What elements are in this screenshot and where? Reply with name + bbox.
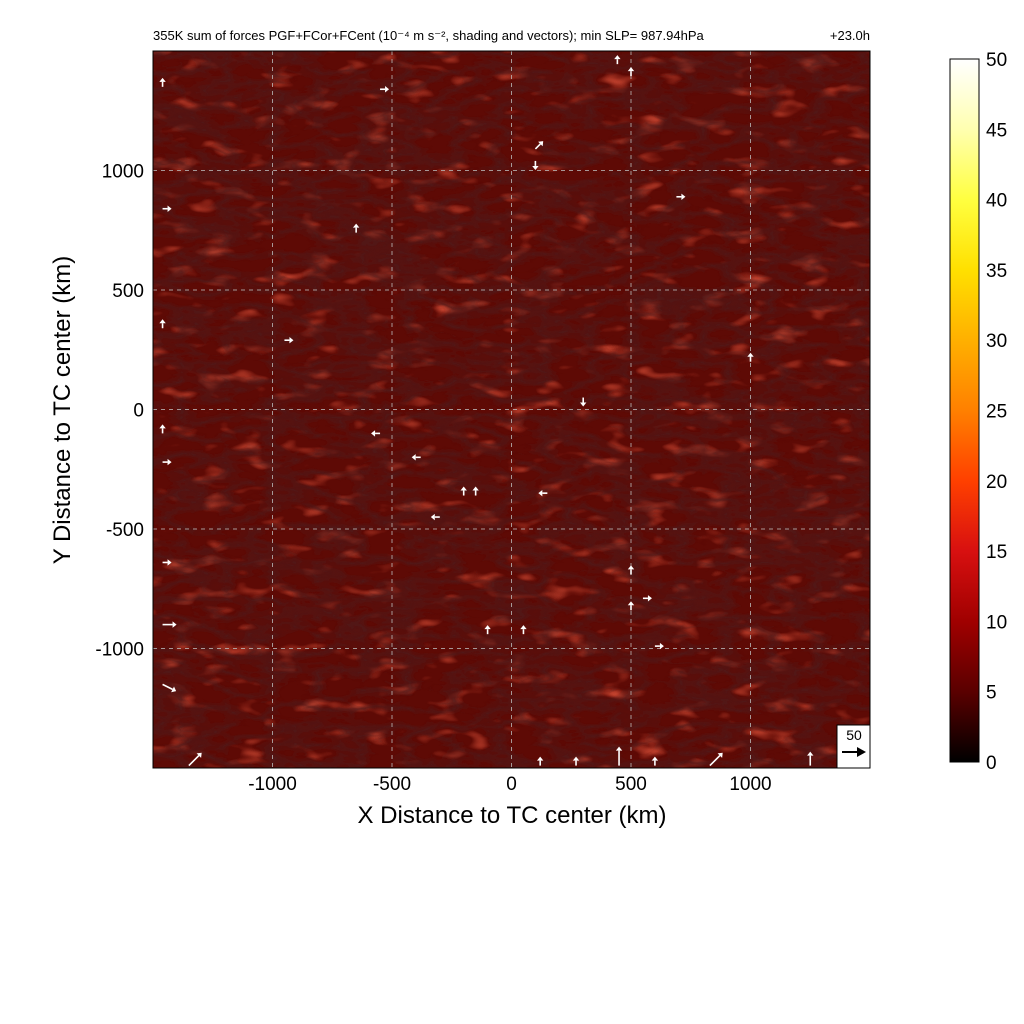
force-vector bbox=[536, 756, 544, 766]
chart-title: 355K sum of forces PGF+FCor+FCent (10⁻⁴ … bbox=[153, 28, 705, 43]
force-vector bbox=[580, 397, 587, 407]
colorbar-tick-label: 25 bbox=[986, 402, 1007, 423]
x-tick-label: -1000 bbox=[248, 774, 297, 795]
colorbar-tick-label: 10 bbox=[986, 612, 1007, 633]
colorbar-tick-label: 15 bbox=[986, 542, 1007, 563]
force-vector bbox=[538, 489, 548, 497]
force-vector bbox=[430, 513, 440, 521]
force-vector bbox=[159, 424, 166, 434]
force-vector bbox=[747, 352, 754, 362]
x-tick-label: 1000 bbox=[729, 774, 771, 795]
colorbar-ticks: 0 5 10 15 20 25 30 35 40 45 50 bbox=[986, 50, 1007, 774]
force-vector bbox=[532, 160, 539, 170]
force-vectors bbox=[159, 55, 814, 767]
y-tick-label: 0 bbox=[133, 401, 144, 422]
force-vector bbox=[162, 621, 177, 628]
colorbar-tick-label: 40 bbox=[986, 191, 1007, 212]
force-vector bbox=[162, 458, 172, 466]
force-vector bbox=[380, 86, 390, 93]
x-tick-label: 0 bbox=[506, 774, 517, 795]
reference-vector-label: 50 bbox=[846, 727, 862, 743]
force-vector bbox=[572, 756, 580, 766]
force-vector bbox=[627, 601, 635, 611]
colorbar-tick-label: 0 bbox=[986, 753, 997, 774]
colorbar-tick-label: 5 bbox=[986, 683, 997, 704]
x-tick-label: 500 bbox=[615, 774, 647, 795]
x-axis-title: X Distance to TC center (km) bbox=[358, 802, 667, 829]
force-vector bbox=[460, 486, 467, 496]
force-vector bbox=[627, 565, 635, 575]
colorbar: 0 5 10 15 20 25 30 35 40 45 50 bbox=[949, 50, 1007, 774]
colorbar-tick-label: 35 bbox=[986, 261, 1007, 282]
x-axis-ticks: -1000 -500 0 500 1000 bbox=[248, 774, 771, 795]
force-vector bbox=[162, 683, 177, 693]
force-vector bbox=[615, 746, 623, 766]
force-vector bbox=[642, 595, 652, 602]
x-tick-label: -500 bbox=[373, 774, 411, 795]
force-vector bbox=[676, 193, 686, 200]
force-vector bbox=[807, 751, 814, 766]
time-label: +23.0h bbox=[830, 28, 870, 43]
y-tick-label: -500 bbox=[106, 520, 144, 541]
y-axis-title: Y Distance to TC center (km) bbox=[49, 256, 76, 565]
force-vector bbox=[472, 486, 479, 496]
force-vector bbox=[159, 77, 166, 87]
plot-frame bbox=[152, 50, 871, 769]
force-vector bbox=[614, 55, 621, 65]
force-vector bbox=[159, 319, 166, 329]
force-vector bbox=[709, 752, 723, 767]
force-vector bbox=[371, 430, 381, 437]
force-vector bbox=[162, 205, 172, 212]
force-vector bbox=[651, 756, 659, 766]
colorbar-tick-label: 50 bbox=[986, 50, 1007, 71]
force-vector bbox=[411, 454, 421, 461]
y-tick-label: -1000 bbox=[95, 640, 144, 661]
force-vector bbox=[352, 223, 360, 233]
colorbar-tick-label: 30 bbox=[986, 331, 1007, 352]
force-vector bbox=[284, 336, 294, 344]
y-tick-label: 1000 bbox=[102, 162, 144, 183]
force-vector bbox=[484, 625, 491, 635]
force-vector bbox=[534, 141, 544, 150]
y-axis-ticks: 1000 500 0 -500 -1000 bbox=[95, 162, 144, 661]
heatmap-dark-streaks bbox=[153, 51, 870, 768]
force-vector bbox=[162, 559, 172, 566]
force-vector bbox=[188, 752, 202, 767]
force-vector bbox=[627, 67, 635, 77]
plot-area bbox=[153, 51, 870, 768]
force-vector bbox=[654, 642, 664, 650]
colorbar-ramp bbox=[949, 58, 980, 763]
reference-vector-box: 50 bbox=[836, 724, 871, 769]
force-vector bbox=[520, 625, 527, 635]
y-tick-label: 500 bbox=[112, 281, 144, 302]
colorbar-tick-label: 45 bbox=[986, 120, 1007, 141]
colorbar-tick-label: 20 bbox=[986, 472, 1007, 493]
